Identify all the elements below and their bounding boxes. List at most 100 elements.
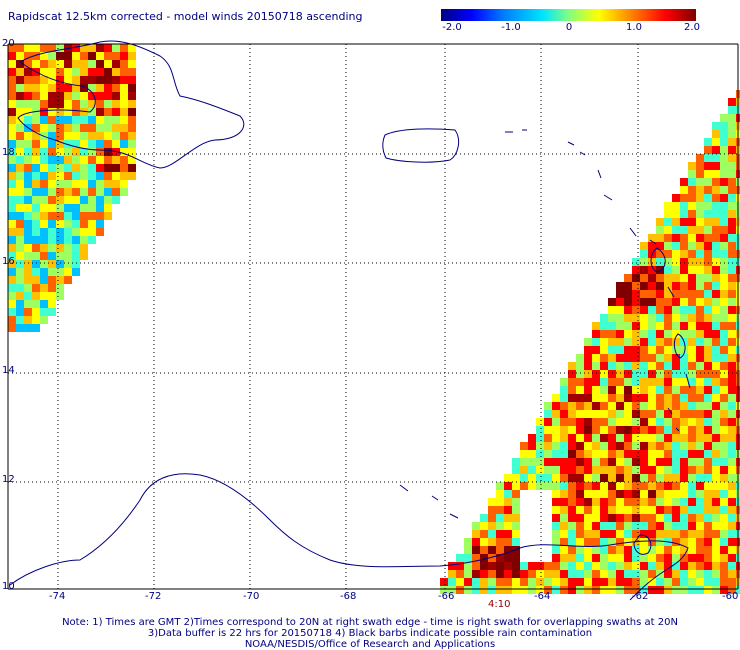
wind-cell — [680, 506, 688, 514]
wind-cell — [560, 586, 568, 594]
wind-cell — [576, 586, 584, 594]
wind-cell — [80, 84, 88, 92]
wind-cell — [728, 122, 736, 130]
wind-cell — [640, 370, 648, 378]
wind-cell — [112, 156, 120, 164]
wind-cell — [24, 180, 32, 188]
wind-cell — [576, 458, 584, 466]
lon-label: -74 — [49, 591, 66, 602]
wind-cell — [616, 378, 624, 386]
wind-cell — [592, 370, 600, 378]
wind-cell — [632, 554, 640, 562]
wind-cell — [632, 522, 640, 530]
wind-cell — [32, 276, 40, 284]
wind-cell — [632, 578, 640, 586]
wind-cell — [48, 172, 56, 180]
wind-cell — [664, 546, 672, 554]
wind-cell — [40, 76, 48, 84]
wind-cell — [64, 172, 72, 180]
wind-cell — [48, 284, 56, 292]
wind-cell — [608, 434, 616, 442]
wind-cell — [688, 258, 696, 266]
wind-cell — [40, 252, 48, 260]
wind-cell — [728, 418, 736, 426]
wind-cell — [16, 52, 24, 60]
wind-cell — [112, 132, 120, 140]
wind-cell — [720, 314, 728, 322]
wind-cell — [688, 362, 696, 370]
wind-cell — [24, 148, 32, 156]
wind-cell — [40, 212, 48, 220]
wind-cell — [32, 124, 40, 132]
wind-cell — [648, 514, 656, 522]
wind-cell — [688, 482, 696, 490]
wind-cell — [584, 554, 592, 562]
wind-cell — [664, 210, 672, 218]
wind-cell — [720, 218, 728, 226]
wind-cell — [104, 60, 112, 68]
wind-cell — [624, 386, 632, 394]
wind-cell — [40, 236, 48, 244]
wind-cell — [688, 418, 696, 426]
wind-cell — [624, 482, 632, 490]
wind-cell — [728, 306, 736, 314]
wind-cell — [64, 188, 72, 196]
wind-cell — [560, 490, 568, 498]
wind-cell — [528, 570, 536, 578]
wind-cell — [16, 260, 24, 268]
wind-cell — [88, 204, 96, 212]
wind-cell — [680, 202, 688, 210]
wind-cell — [728, 370, 736, 378]
wind-cell — [592, 586, 600, 594]
wind-cell — [72, 196, 80, 204]
wind-cell — [568, 370, 576, 378]
wind-cell — [40, 220, 48, 228]
wind-cell — [728, 194, 736, 202]
wind-cell — [688, 434, 696, 442]
wind-cell — [664, 306, 672, 314]
wind-cell — [656, 562, 664, 570]
wind-cell — [40, 284, 48, 292]
wind-cell — [8, 196, 16, 204]
wind-cell — [568, 530, 576, 538]
wind-cell — [712, 298, 720, 306]
wind-cell — [712, 554, 720, 562]
wind-cell — [680, 450, 688, 458]
wind-cell — [16, 60, 24, 68]
wind-cell — [720, 378, 728, 386]
wind-cell — [720, 570, 728, 578]
wind-cell — [720, 474, 728, 482]
wind-cell — [664, 458, 672, 466]
wind-cell — [32, 60, 40, 68]
wind-cell — [688, 234, 696, 242]
wind-cell — [672, 394, 680, 402]
wind-cell — [584, 426, 592, 434]
wind-cell — [720, 226, 728, 234]
wind-cell — [56, 108, 64, 116]
wind-cell — [552, 450, 560, 458]
wind-cell — [576, 578, 584, 586]
wind-cell — [16, 140, 24, 148]
wind-cell — [488, 570, 496, 578]
wind-cell — [696, 234, 704, 242]
colorbar — [441, 9, 696, 21]
wind-cell — [552, 554, 560, 562]
wind-cell — [56, 156, 64, 164]
wind-cell — [544, 418, 552, 426]
wind-cell — [728, 178, 736, 186]
wind-cell — [88, 52, 96, 60]
wind-cell — [704, 418, 712, 426]
wind-cell — [80, 68, 88, 76]
wind-cell — [688, 338, 696, 346]
wind-cell — [88, 148, 96, 156]
wind-cell — [592, 418, 600, 426]
wind-cell — [640, 426, 648, 434]
wind-cell — [664, 490, 672, 498]
wind-cell — [608, 530, 616, 538]
wind-cell — [80, 188, 88, 196]
wind-cell — [8, 60, 16, 68]
wind-cell — [512, 570, 520, 578]
wind-cell — [16, 228, 24, 236]
wind-cell — [632, 410, 640, 418]
wind-cell — [32, 220, 40, 228]
